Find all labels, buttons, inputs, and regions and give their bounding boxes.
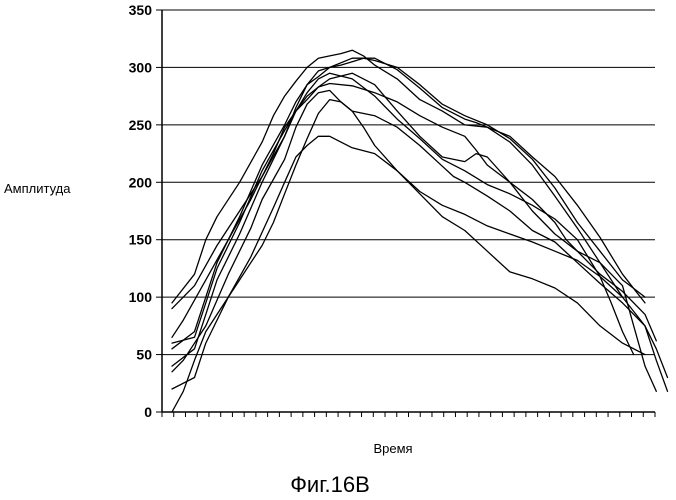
y-tick-label: 100	[129, 289, 153, 305]
x-axis-title: Время	[373, 441, 412, 456]
y-tick-label: 300	[129, 59, 153, 75]
series-line-7	[172, 90, 668, 377]
series-line-4	[172, 73, 656, 391]
y-tick-label: 50	[136, 347, 152, 363]
y-tick-label: 200	[129, 174, 153, 190]
series-group	[172, 50, 668, 412]
y-tick-label: 350	[129, 2, 153, 18]
series-line-9	[172, 100, 668, 412]
y-tick-label: 250	[129, 117, 153, 133]
series-line-8	[172, 136, 645, 389]
y-tick-label: 0	[144, 404, 152, 420]
tick-labels: 0 50 100 150 200 250 300 350	[129, 2, 153, 420]
y-tick-label: 150	[129, 232, 153, 248]
axes	[156, 10, 655, 417]
figure-caption: Фиг.16В	[290, 472, 370, 497]
y-axis-title: Амплитуда	[4, 181, 71, 196]
series-line-3	[172, 58, 645, 349]
